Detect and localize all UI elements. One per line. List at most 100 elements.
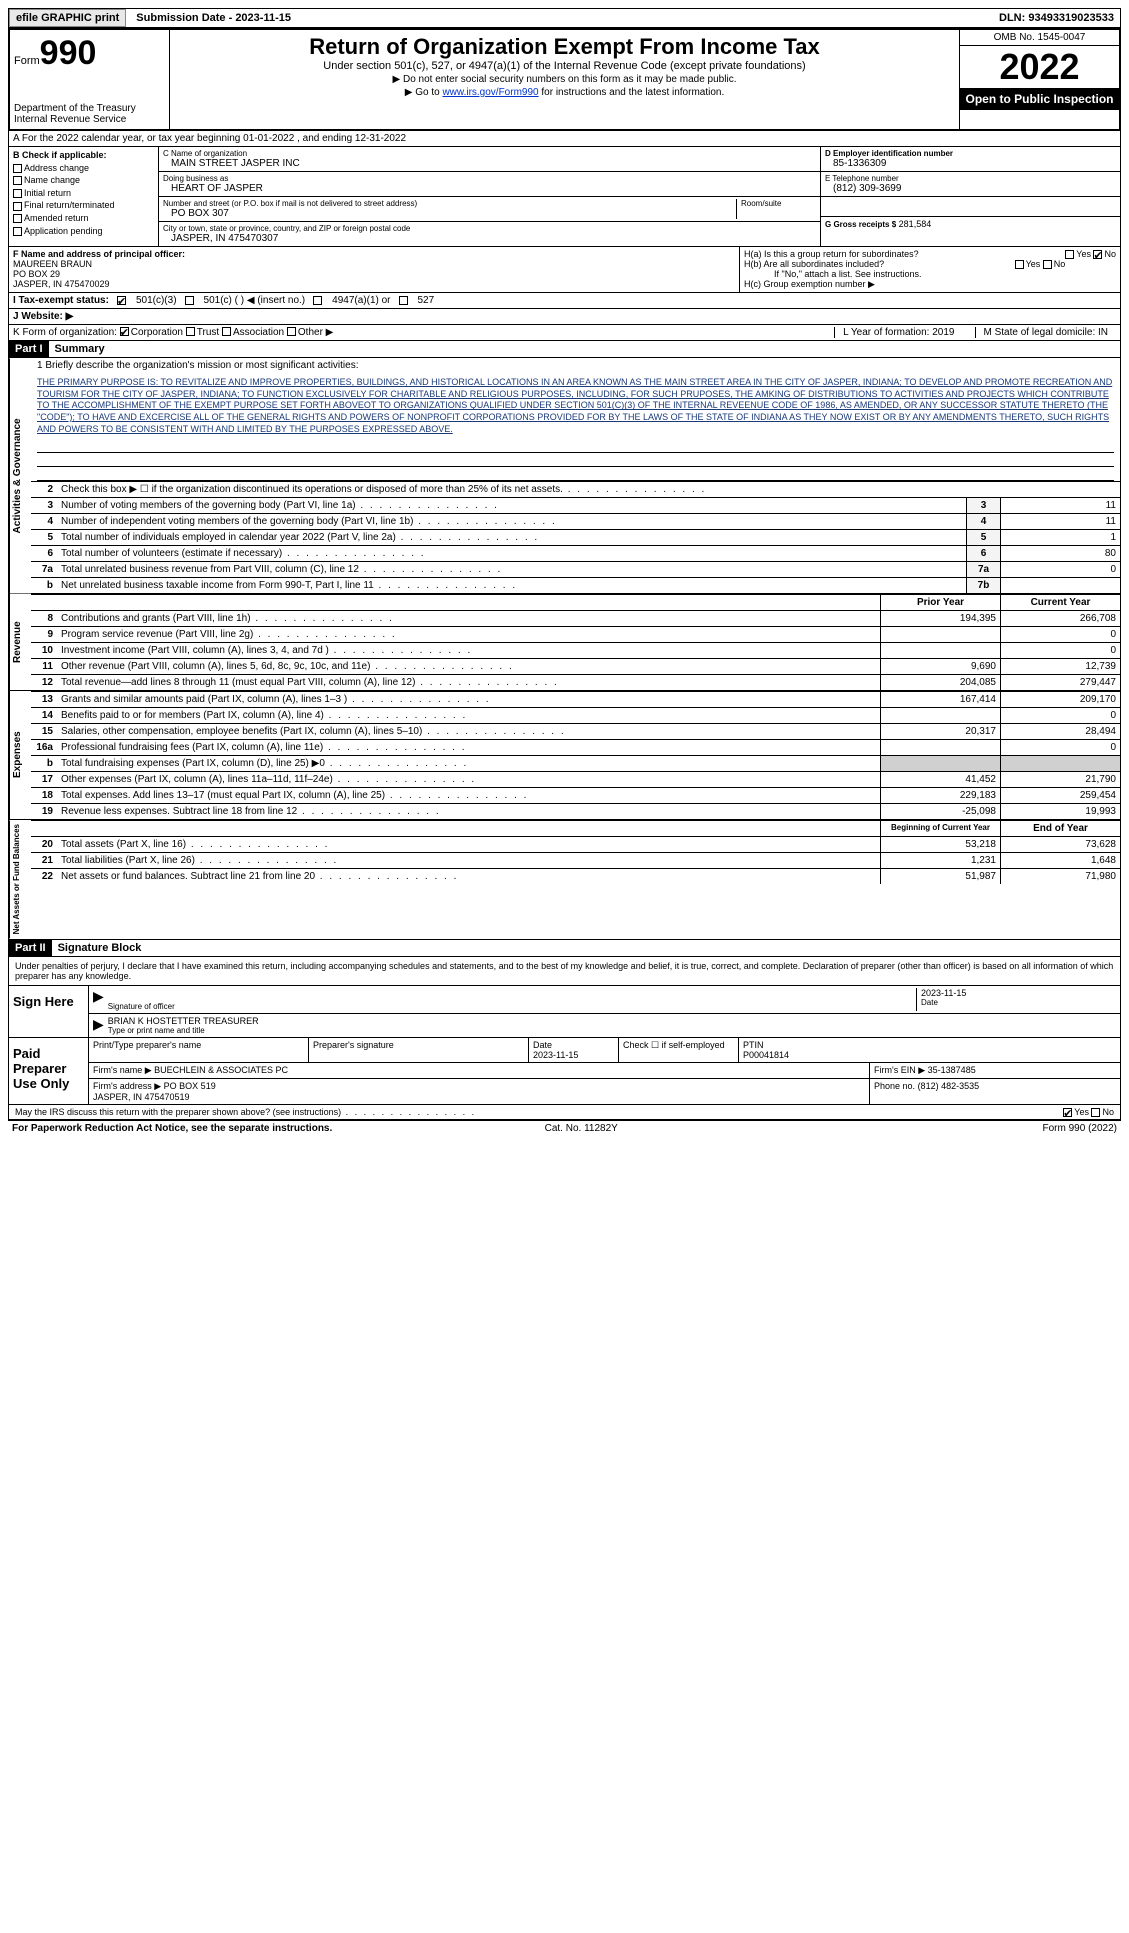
form-title: Return of Organization Exempt From Incom… bbox=[174, 34, 955, 60]
line-7a: 7aTotal unrelated business revenue from … bbox=[31, 561, 1120, 577]
efile-print-button[interactable]: efile GRAPHIC print bbox=[9, 9, 126, 27]
section-governance: Activities & Governance 1 Briefly descri… bbox=[8, 358, 1121, 594]
row-j: J Website: ▶ bbox=[8, 309, 1121, 325]
other-checkbox[interactable] bbox=[287, 327, 296, 336]
firm-ein: 35-1387485 bbox=[928, 1065, 976, 1075]
end-year-header: End of Year bbox=[1000, 821, 1120, 836]
city-state-zip: JASPER, IN 475470307 bbox=[163, 233, 816, 244]
checkbox-final-return-terminated: Final return/terminated bbox=[13, 199, 154, 212]
line-b: bNet unrelated business taxable income f… bbox=[31, 577, 1120, 593]
arrow-icon: ▶ bbox=[93, 1016, 104, 1035]
form-number: 990 bbox=[40, 34, 97, 72]
col-d-e-g: D Employer identification number85-13363… bbox=[820, 147, 1120, 246]
mission-label: 1 Briefly describe the organization's mi… bbox=[31, 358, 1120, 373]
discuss-yes-checkbox[interactable] bbox=[1063, 1108, 1072, 1117]
dln: DLN: 93493319023533 bbox=[993, 10, 1120, 26]
col-c: C Name of organizationMAIN STREET JASPER… bbox=[159, 147, 820, 246]
ha-yes-checkbox[interactable] bbox=[1065, 250, 1074, 259]
sidetab-revenue: Revenue bbox=[9, 594, 31, 690]
part-i-header: Part I Summary bbox=[8, 341, 1121, 358]
telephone: (812) 309-3699 bbox=[825, 183, 1116, 194]
hb-yes-checkbox[interactable] bbox=[1015, 260, 1024, 269]
perjury-statement: Under penalties of perjury, I declare th… bbox=[9, 957, 1120, 985]
form-header: Form990 Department of the Treasury Inter… bbox=[8, 28, 1121, 131]
dba: HEART OF JASPER bbox=[163, 183, 816, 194]
dept-label: Department of the Treasury Internal Reve… bbox=[14, 103, 165, 125]
line-16a: 16aProfessional fundraising fees (Part I… bbox=[31, 739, 1120, 755]
4947-checkbox[interactable] bbox=[313, 296, 322, 305]
line-6: 6Total number of volunteers (estimate if… bbox=[31, 545, 1120, 561]
trust-checkbox[interactable] bbox=[186, 327, 195, 336]
line-18: 18Total expenses. Add lines 13–17 (must … bbox=[31, 787, 1120, 803]
state-domicile: M State of legal domicile: IN bbox=[975, 327, 1117, 338]
checkbox-application-pending: Application pending bbox=[13, 225, 154, 238]
form-subtitle: Under section 501(c), 527, or 4947(a)(1)… bbox=[174, 60, 955, 72]
section-net-assets: Net Assets or Fund Balances Beginning of… bbox=[8, 820, 1121, 939]
sidetab-net: Net Assets or Fund Balances bbox=[9, 820, 31, 938]
officer-addr2: JASPER, IN 475470029 bbox=[13, 279, 735, 289]
checkbox-name-change: Name change bbox=[13, 174, 154, 187]
line-9: 9Program service revenue (Part VIII, lin… bbox=[31, 626, 1120, 642]
top-bar: efile GRAPHIC print Submission Date - 20… bbox=[8, 8, 1121, 28]
ptin: P00041814 bbox=[743, 1050, 1116, 1060]
line-8: 8Contributions and grants (Part VIII, li… bbox=[31, 610, 1120, 626]
part-ii-header: Part II Signature Block bbox=[8, 940, 1121, 957]
sidetab-expenses: Expenses bbox=[9, 691, 31, 819]
line-2: 2Check this box ▶ ☐ if the organization … bbox=[31, 481, 1120, 497]
line-22: 22Net assets or fund balances. Subtract … bbox=[31, 868, 1120, 884]
begin-year-header: Beginning of Current Year bbox=[880, 821, 1000, 836]
sign-here-label: Sign Here bbox=[9, 986, 89, 1037]
submission-date: Submission Date - 2023-11-15 bbox=[130, 10, 297, 26]
line-14: 14Benefits paid to or for members (Part … bbox=[31, 707, 1120, 723]
officer-name: MAUREEN BRAUN bbox=[13, 259, 735, 269]
line-20: 20Total assets (Part X, line 16)53,21873… bbox=[31, 836, 1120, 852]
line-3: 3Number of voting members of the governi… bbox=[31, 497, 1120, 513]
form-note2: ▶ Go to www.irs.gov/Form990 for instruct… bbox=[174, 87, 955, 98]
officer-addr1: PO BOX 29 bbox=[13, 269, 735, 279]
527-checkbox[interactable] bbox=[399, 296, 408, 305]
block-b-to-g: B Check if applicable: Address changeNam… bbox=[8, 147, 1121, 247]
line-5: 5Total number of individuals employed in… bbox=[31, 529, 1120, 545]
form-note1: ▶ Do not enter social security numbers o… bbox=[174, 74, 955, 85]
block-f-h: F Name and address of principal officer:… bbox=[8, 247, 1121, 293]
firm-phone: (812) 482-3535 bbox=[918, 1081, 980, 1091]
paperwork-notice: For Paperwork Reduction Act Notice, see … bbox=[12, 1123, 332, 1134]
discuss-no-checkbox[interactable] bbox=[1091, 1108, 1100, 1117]
current-year-header: Current Year bbox=[1000, 595, 1120, 610]
line-12: 12Total revenue—add lines 8 through 11 (… bbox=[31, 674, 1120, 690]
self-employed-check: Check ☐ if self-employed bbox=[619, 1038, 739, 1062]
arrow-icon: ▶ bbox=[93, 988, 104, 1011]
open-inspection: Open to Public Inspection bbox=[960, 88, 1119, 110]
assoc-checkbox[interactable] bbox=[222, 327, 231, 336]
501c-checkbox[interactable] bbox=[185, 296, 194, 305]
ein: 85-1336309 bbox=[825, 158, 1116, 169]
corp-checkbox[interactable] bbox=[120, 327, 129, 336]
501c3-checkbox[interactable] bbox=[117, 296, 126, 305]
omb-number: OMB No. 1545-0047 bbox=[960, 30, 1119, 46]
cat-no: Cat. No. 11282Y bbox=[545, 1123, 618, 1134]
sidetab-governance: Activities & Governance bbox=[9, 358, 31, 593]
checkbox-amended-return: Amended return bbox=[13, 212, 154, 225]
row-a: A For the 2022 calendar year, or tax yea… bbox=[8, 131, 1121, 147]
form-label: Form bbox=[14, 55, 40, 67]
org-name: MAIN STREET JASPER INC bbox=[163, 158, 816, 169]
line-21: 21Total liabilities (Part X, line 26)1,2… bbox=[31, 852, 1120, 868]
line-10: 10Investment income (Part VIII, column (… bbox=[31, 642, 1120, 658]
row-k: K Form of organization: Corporation Trus… bbox=[8, 325, 1121, 341]
line-11: 11Other revenue (Part VIII, column (A), … bbox=[31, 658, 1120, 674]
line-4: 4Number of independent voting members of… bbox=[31, 513, 1120, 529]
irs-link[interactable]: www.irs.gov/Form990 bbox=[442, 87, 538, 98]
paid-preparer-label: Paid Preparer Use Only bbox=[9, 1038, 89, 1104]
officer-printed: BRIAN K HOSTETTER TREASURER bbox=[108, 1016, 259, 1026]
page-footer: For Paperwork Reduction Act Notice, see … bbox=[8, 1120, 1121, 1136]
prior-year-header: Prior Year bbox=[880, 595, 1000, 610]
tax-year: 2022 bbox=[960, 46, 1119, 88]
ha-no-checkbox[interactable] bbox=[1093, 250, 1102, 259]
section-revenue: Revenue Prior YearCurrent Year 8Contribu… bbox=[8, 594, 1121, 691]
hb-no-checkbox[interactable] bbox=[1043, 260, 1052, 269]
line-19: 19Revenue less expenses. Subtract line 1… bbox=[31, 803, 1120, 819]
gross-receipts: 281,584 bbox=[899, 219, 932, 229]
signature-block: Under penalties of perjury, I declare th… bbox=[8, 957, 1121, 1120]
discuss-question: May the IRS discuss this return with the… bbox=[15, 1107, 476, 1117]
checkbox-initial-return: Initial return bbox=[13, 187, 154, 200]
